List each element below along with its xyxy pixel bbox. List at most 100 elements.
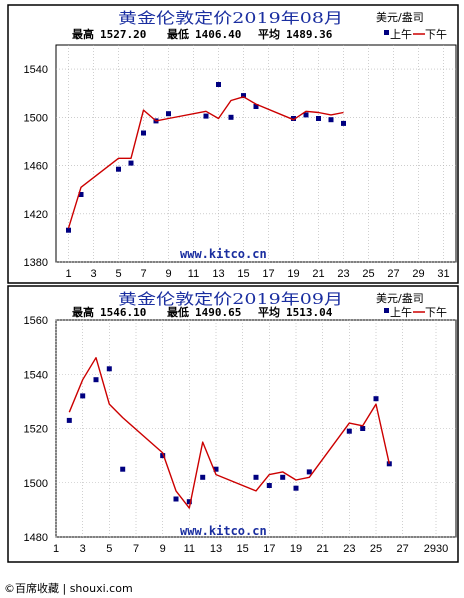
x-tick-label: 5 — [115, 268, 121, 280]
chart-title: 黄金伦敦定价2019年08月 — [118, 9, 343, 27]
x-tick-label: 9 — [165, 268, 171, 280]
series-pm-line — [68, 357, 390, 509]
series-am-point — [160, 453, 166, 459]
series-am-point — [106, 366, 112, 372]
legend-am-label: 上午 — [390, 306, 412, 319]
series-am-point — [141, 130, 146, 136]
x-tick-label: 13 — [210, 543, 222, 555]
y-tick-label: 1540 — [24, 369, 48, 381]
x-tick-label: 7 — [140, 268, 146, 280]
y-tick-label: 1460 — [24, 161, 48, 173]
series-am-point — [80, 393, 86, 399]
series-am-point — [328, 117, 334, 123]
watermark: www.kitco.cn — [180, 247, 267, 261]
series-am-point — [316, 116, 321, 121]
stat-low-label: 最低 — [167, 27, 189, 41]
series-am-point — [266, 483, 272, 488]
x-tick-label: 17 — [262, 268, 274, 280]
unit-label: 美元/盎司 — [376, 291, 424, 305]
series-am-point — [93, 377, 99, 383]
series-am-point — [253, 104, 259, 109]
unit-label: 美元/盎司 — [376, 10, 424, 24]
y-tick-label: 1520 — [24, 424, 48, 436]
series-am-point — [303, 112, 309, 118]
series-am-point — [166, 111, 171, 117]
series-am-point — [173, 496, 179, 502]
x-tick-label: 23 — [343, 543, 355, 555]
x-tick-label: 27 — [397, 543, 409, 555]
x-tick-label: 3 — [90, 268, 96, 280]
series-am-point — [373, 396, 379, 402]
series-am-point — [306, 469, 312, 475]
x-tick-label: 17 — [263, 543, 275, 555]
series-am-point — [78, 192, 84, 197]
x-tick-label: 9 — [160, 543, 166, 555]
series-am-point — [360, 426, 366, 431]
y-tick-labels: 1480 1500 1520 1540 1560 — [24, 315, 48, 544]
stat-low-value: 1406.40 — [195, 28, 241, 41]
x-tick-label: 7 — [133, 543, 139, 555]
series-am-point — [66, 417, 72, 423]
x-tick-label: 19 — [290, 543, 302, 555]
chart-panel-september: 黄金伦敦定价2019年09月 美元/盎司 最高 1546.10 最低 1490.… — [7, 285, 459, 563]
x-tick-label: 1 — [53, 543, 59, 555]
x-tick-labels: 1 3 5 7 9 11 13 15 17 19 21 23 25 27 2930 — [53, 543, 448, 555]
x-tick-label: 25 — [370, 543, 382, 555]
series-am-point — [253, 474, 259, 480]
stat-avg-label: 平均 — [258, 305, 280, 319]
x-tick-labels: 1 3 5 7 9 11 13 15 17 19 21 23 25 27 29 31 — [65, 268, 449, 280]
legend-am-label: 上午 — [390, 28, 412, 41]
legend-pm-label: 下午 — [425, 28, 447, 41]
x-tick-label: 31 — [437, 268, 449, 280]
series-am-point — [66, 227, 71, 233]
y-tick-label: 1380 — [24, 257, 48, 269]
x-tick-label: 23 — [337, 268, 349, 280]
stat-high-value: 1546.10 — [100, 306, 146, 319]
x-tick-label: 1 — [65, 268, 71, 280]
series-am-point — [341, 120, 346, 126]
x-tick-label: 11 — [188, 268, 199, 280]
series-am-point — [228, 114, 234, 120]
chart-title: 黄金伦敦定价2019年09月 — [118, 290, 343, 308]
x-tick-label: 15 — [237, 268, 249, 280]
series-am-point — [216, 82, 221, 87]
gridlines — [56, 45, 456, 263]
y-tick-labels: 1380 1420 1460 1500 1540 — [24, 64, 48, 269]
stat-avg-value: 1513.04 — [286, 306, 333, 319]
plot-area — [55, 44, 457, 263]
y-tick-label: 1500 — [24, 112, 48, 124]
series-pm-line — [67, 96, 344, 229]
watermark: www.kitco.cn — [180, 524, 267, 538]
x-tick-label: 15 — [237, 543, 249, 555]
x-tick-label: 25 — [362, 268, 374, 280]
y-tick-label: 1560 — [24, 315, 48, 327]
stat-low-label: 最低 — [167, 305, 189, 319]
series-am-point — [293, 485, 299, 491]
series-am-point — [203, 113, 209, 119]
x-tick-label: 11 — [184, 543, 195, 555]
y-tick-label: 1500 — [24, 478, 48, 490]
stat-avg-label: 平均 — [258, 27, 280, 41]
x-tick-label: 3 — [80, 543, 86, 555]
legend-am-marker — [384, 30, 389, 35]
y-tick-label: 1480 — [24, 532, 48, 544]
series-am-point — [346, 428, 352, 434]
y-tick-label: 1420 — [24, 209, 48, 221]
series-am-point — [116, 166, 121, 172]
stat-high-value: 1527.20 — [100, 28, 146, 41]
series-group — [66, 82, 346, 233]
legend-pm-label: 下午 — [425, 306, 447, 319]
gridlines — [55, 319, 456, 538]
stat-low-value: 1490.65 — [195, 306, 241, 319]
series-am-point — [120, 466, 126, 472]
stat-high-label: 最高 — [72, 27, 94, 41]
series-am-point — [186, 499, 192, 505]
stat-high-label: 最高 — [72, 305, 94, 319]
footer-credit: ©百席收藏 | shouxi.com — [4, 582, 133, 595]
legend-am-marker — [384, 308, 389, 313]
series-am-point — [280, 474, 286, 480]
series-am-point — [128, 160, 134, 166]
series-am-point — [241, 93, 246, 99]
x-tick-label: 27 — [387, 268, 399, 280]
